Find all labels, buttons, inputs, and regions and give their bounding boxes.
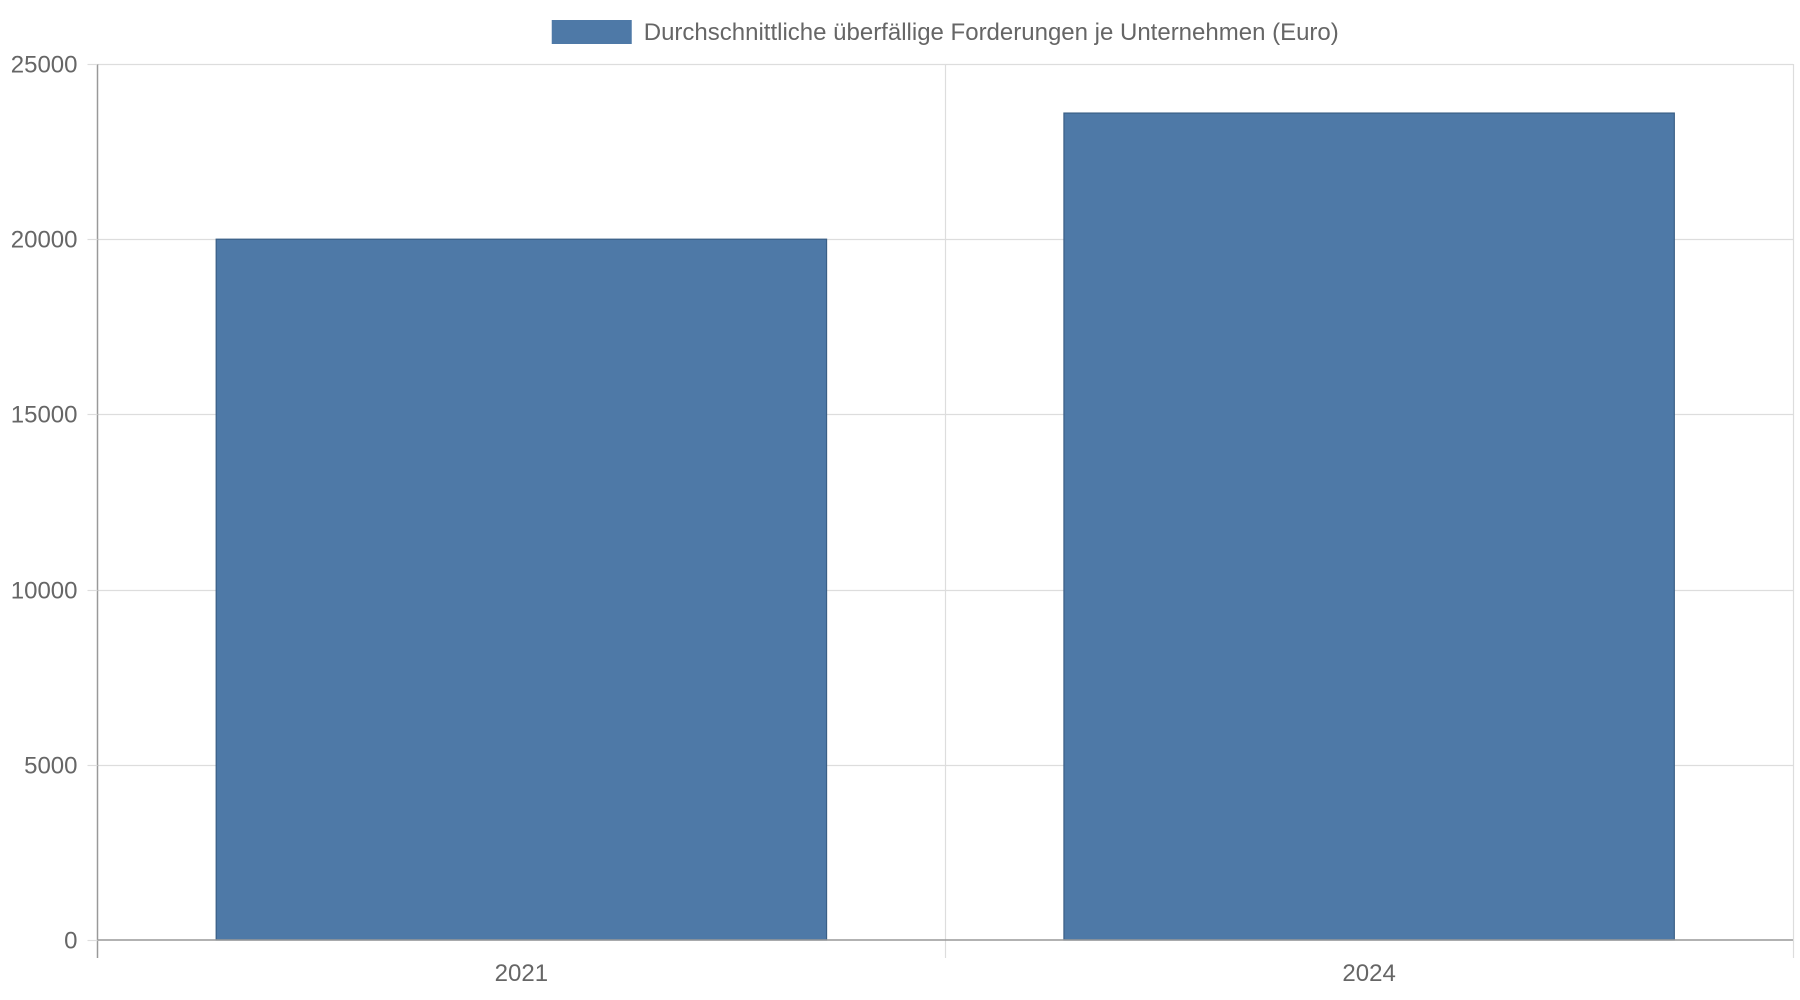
y-tick-label: 20000 <box>11 227 78 254</box>
legend-label: Durchschnittliche überfällige Forderunge… <box>644 19 1339 46</box>
legend: Durchschnittliche überfällige Forderunge… <box>551 19 1339 46</box>
y-tick-label: 5000 <box>24 753 77 780</box>
x-tick-label: 2021 <box>495 960 548 987</box>
x-axis-ticks: 2021 2024 <box>495 960 1396 987</box>
y-tick-label: 25000 <box>11 52 78 79</box>
y-axis-ticks: 0 5000 10000 15000 20000 25000 <box>11 52 98 955</box>
x-tick-label: 2024 <box>1342 960 1395 987</box>
legend-swatch <box>551 20 632 44</box>
bar-2021 <box>215 238 828 941</box>
y-tick-label: 10000 <box>11 578 78 605</box>
bars <box>215 112 1675 941</box>
axes <box>96 64 1793 958</box>
y-tick-label: 15000 <box>11 402 78 429</box>
bar-2024 <box>1063 112 1675 941</box>
y-tick-label: 0 <box>64 928 77 955</box>
